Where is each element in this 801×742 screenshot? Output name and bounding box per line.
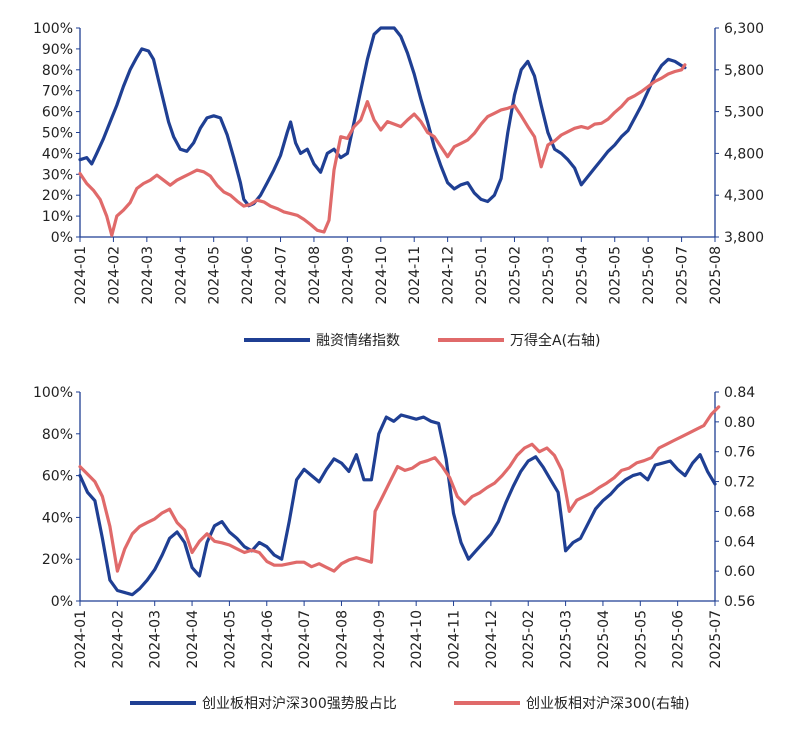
y-left-tick-label: 20%	[42, 552, 73, 568]
x-tick-label: 2025-06	[641, 246, 657, 305]
y-left-tick-label: 90%	[42, 42, 73, 58]
y-right-tick-label: 0.56	[724, 594, 755, 610]
x-tick-label: 2025-07	[708, 610, 724, 669]
y-left-tick-label: 0%	[51, 230, 73, 246]
x-tick-label: 2025-03	[559, 610, 575, 669]
x-tick-label: 2024-09	[372, 610, 388, 669]
x-tick-label: 2024-07	[297, 610, 313, 669]
y-left-tick-label: 100%	[33, 21, 73, 37]
y-right-tick-label: 5,800	[724, 63, 764, 79]
y-left-tick-label: 60%	[42, 105, 73, 121]
x-tick-label: 2025-02	[507, 246, 523, 305]
x-tick-label: 2025-04	[596, 610, 612, 669]
chart-financing-sentiment: 0% 10% 20% 30% 40% 50% 60% 70% 80% 90% 100% 3,800 4,…	[33, 21, 764, 349]
x-tick-label: 2024-05	[222, 610, 238, 669]
x-tick-label: 2024-09	[340, 246, 356, 305]
x-tick-label: 2024-08	[334, 610, 350, 669]
x-tick-label: 2024-12	[441, 246, 457, 305]
x-tick-label: 2024-05	[207, 246, 223, 305]
x-tick-label: 2025-07	[675, 246, 691, 305]
x-tick-label: 2024-03	[140, 246, 156, 305]
x-tick-label: 2024-04	[185, 610, 201, 669]
y-right-tick-label: 0.72	[724, 475, 755, 491]
y-left-tick-label: 40%	[42, 510, 73, 526]
y-left-tick-label: 60%	[42, 469, 73, 485]
legend-label: 万得全A(右轴)	[510, 332, 601, 349]
y-left-tick-label: 50%	[42, 126, 73, 142]
x-tick-label: 2024-11	[407, 246, 423, 305]
legend-label: 创业板相对沪深300强势股占比	[202, 696, 397, 712]
series-line-right	[78, 63, 687, 237]
y-right-tick-label: 5,300	[724, 105, 764, 121]
x-tick-label: 2024-10	[374, 246, 390, 305]
x-tick-label: 2025-05	[608, 246, 624, 305]
legend: 创业板相对沪深300强势股占比 创业板相对沪深300(右轴)	[130, 696, 690, 712]
series-line-left	[78, 26, 687, 208]
x-tick-label: 2024-07	[274, 246, 290, 305]
y-left-tick-label: 80%	[42, 63, 73, 79]
legend-label: 创业板相对沪深300(右轴)	[526, 696, 690, 712]
y-left-tick-label: 0%	[51, 594, 73, 610]
y-right-tick-label: 0.60	[724, 564, 755, 580]
x-tick-label: 2025-03	[541, 246, 557, 305]
y-right-tick-label: 6,300	[724, 21, 764, 37]
y-right-tick-label: 3,800	[724, 230, 764, 246]
y-right-tick-label: 4,800	[724, 146, 764, 162]
y-right-tick-label: 0.76	[724, 445, 755, 461]
x-tick-label: 2024-12	[484, 610, 500, 669]
x-tick-label: 2024-11	[447, 610, 463, 669]
y-right-tick-label: 0.64	[724, 534, 755, 550]
x-tick-label: 2025-05	[633, 610, 649, 669]
x-tick-label: 2024-02	[106, 246, 122, 305]
y-left-tick-label: 70%	[42, 84, 73, 100]
x-tick-label: 2025-02	[521, 610, 537, 669]
legend-label: 融资情绪指数	[316, 333, 400, 349]
x-tick-label: 2024-02	[110, 610, 126, 669]
chart-chinext-relative: 0% 20% 40% 60% 80% 100% 0.56 0.60 0.64 0.68 0.72 0.…	[33, 385, 755, 712]
y-right-tick-label: 0.68	[724, 504, 755, 520]
y-left-tick-label: 40%	[42, 146, 73, 162]
x-tick-label: 2025-01	[474, 246, 490, 305]
x-tick-label: 2025-08	[708, 246, 724, 305]
y-right-tick-label: 4,300	[724, 188, 764, 204]
x-tick-label: 2024-01	[73, 246, 89, 305]
y-left-tick-label: 80%	[42, 427, 73, 443]
y-right-tick-label: 0.80	[724, 415, 755, 431]
y-left-tick-label: 20%	[42, 188, 73, 204]
x-tick-label: 2024-01	[73, 610, 89, 669]
series-line-right	[78, 405, 721, 573]
x-tick-label: 2024-04	[173, 246, 189, 305]
y-right-tick-label: 0.84	[724, 385, 755, 401]
x-tick-label: 2024-08	[307, 246, 323, 305]
legend: 融资情绪指数 万得全A(右轴)	[244, 332, 601, 349]
x-tick-label: 2024-10	[409, 610, 425, 669]
y-left-tick-label: 10%	[42, 209, 73, 225]
y-left-tick-label: 100%	[33, 385, 73, 401]
x-tick-label: 2024-06	[260, 610, 276, 669]
x-tick-label: 2024-06	[240, 246, 256, 305]
y-left-tick-label: 30%	[42, 167, 73, 183]
x-tick-label: 2025-04	[574, 246, 590, 305]
x-tick-label: 2025-06	[671, 610, 687, 669]
x-tick-label: 2024-03	[148, 610, 164, 669]
series-line-left	[78, 413, 717, 597]
